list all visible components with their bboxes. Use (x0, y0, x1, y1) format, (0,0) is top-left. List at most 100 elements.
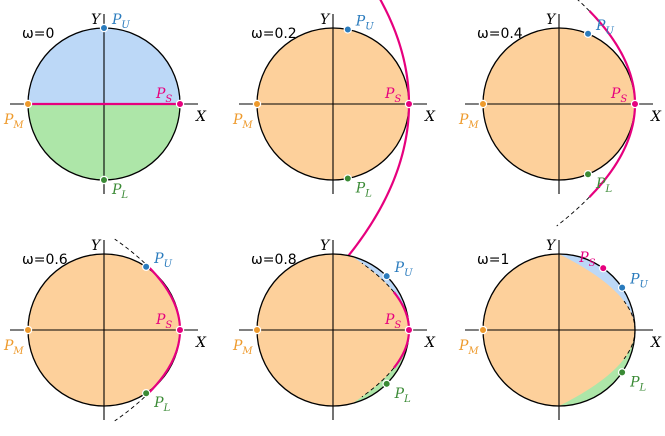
label-PL-main: P (153, 395, 164, 411)
parabola-extension-lower (361, 367, 395, 398)
label-PS: PS (610, 86, 627, 105)
label-PU-main: P (394, 260, 405, 276)
middle-region (257, 254, 409, 406)
label-PU: PU (111, 12, 130, 31)
label-PS-main: P (610, 86, 621, 102)
label-PS-main: P (155, 86, 166, 102)
label-PU: PU (595, 18, 614, 37)
label-PS: PS (578, 250, 595, 269)
label-PU-sub: U (365, 21, 374, 32)
x-axis-label: X (424, 335, 436, 351)
parabola-extension-upper (623, 300, 636, 331)
point-PM (23, 99, 33, 109)
point-PL (343, 174, 353, 183)
point-PL (583, 170, 593, 179)
point-PU (141, 262, 151, 271)
y-axis-label: Y (91, 12, 102, 28)
label-PM-sub: M (467, 120, 479, 131)
point-PS (599, 263, 608, 273)
label-PL-sub: L (639, 382, 647, 393)
label-PM: PM (3, 338, 24, 357)
label-PL-sub: L (163, 403, 171, 414)
y-axis-label: Y (320, 12, 331, 28)
label-PL-main: P (595, 176, 606, 192)
label-PM-main: P (232, 338, 243, 354)
label-PM-main: P (232, 112, 243, 128)
label-PL-main: P (394, 386, 405, 402)
label-PM-main: P (458, 338, 469, 354)
point-PM (478, 325, 488, 335)
point-PL (382, 379, 391, 389)
point-PL (617, 368, 627, 377)
label-PU: PU (394, 260, 413, 279)
label-PL-sub: L (403, 394, 411, 405)
omega-label: ω=1 (477, 252, 509, 268)
label-PS-sub: S (589, 258, 596, 269)
label-PS-sub: S (394, 94, 401, 105)
label-PL-sub: L (604, 184, 612, 195)
middle-region (483, 254, 635, 406)
omega-label: ω=0.6 (22, 252, 68, 268)
label-PU: PU (355, 13, 374, 32)
y-axis-label: Y (546, 238, 557, 254)
label-PS: PS (155, 312, 172, 331)
label-PU-main: P (595, 18, 606, 34)
middle-region (28, 254, 180, 406)
point-PM (23, 325, 33, 335)
label-PL: PL (153, 395, 170, 414)
label-PM-main: P (458, 112, 469, 128)
regions (483, 254, 635, 406)
parabola-extension-upper (577, 0, 590, 12)
label-PM: PM (232, 338, 253, 357)
point-PM (252, 325, 262, 335)
point-PU (343, 25, 353, 34)
x-axis-label: X (650, 335, 662, 351)
label-PL: PL (394, 386, 411, 405)
parabola-extension-upper (114, 238, 150, 269)
label-PS: PS (155, 86, 172, 105)
label-PU-sub: U (640, 280, 649, 291)
point-PU (382, 271, 391, 281)
label-PU-sub: U (404, 268, 413, 279)
point-PS (404, 99, 414, 109)
label-PM: PM (458, 338, 479, 357)
label-PM: PM (458, 112, 479, 131)
label-PU-main: P (111, 12, 122, 28)
label-PU: PU (153, 251, 172, 270)
x-axis-label: X (650, 109, 662, 125)
omega-label: ω=0.8 (251, 252, 297, 268)
point-PS (404, 325, 414, 335)
label-PU-main: P (355, 13, 366, 29)
point-PL (141, 389, 151, 398)
label-PS: PS (384, 312, 401, 331)
label-PS-sub: S (620, 94, 627, 105)
parabola-extension-lower (114, 391, 150, 422)
parabola-extension-upper (361, 262, 395, 293)
regions (257, 254, 409, 406)
omega-label: ω=0.2 (251, 26, 297, 42)
label-PM: PM (232, 112, 253, 131)
label-PU-sub: U (121, 20, 130, 31)
label-PM: PM (3, 112, 24, 131)
omega-label: ω=0 (22, 26, 54, 42)
label-PM-sub: M (241, 120, 253, 131)
point-PM (252, 99, 262, 109)
omega-label: ω=0.4 (477, 26, 523, 42)
label-PS-main: P (384, 312, 395, 328)
point-PU (583, 29, 593, 38)
label-PL-main: P (355, 181, 366, 197)
y-axis-label: Y (91, 238, 102, 254)
parabola-extension-lower (556, 196, 590, 227)
y-axis-label: Y (546, 12, 557, 28)
label-PM-sub: M (12, 120, 24, 131)
label-PS-main: P (384, 86, 395, 102)
label-PU-sub: U (164, 259, 173, 270)
label-PL: PL (111, 182, 128, 201)
point-PL (99, 175, 109, 185)
label-PM-main: P (3, 112, 14, 128)
